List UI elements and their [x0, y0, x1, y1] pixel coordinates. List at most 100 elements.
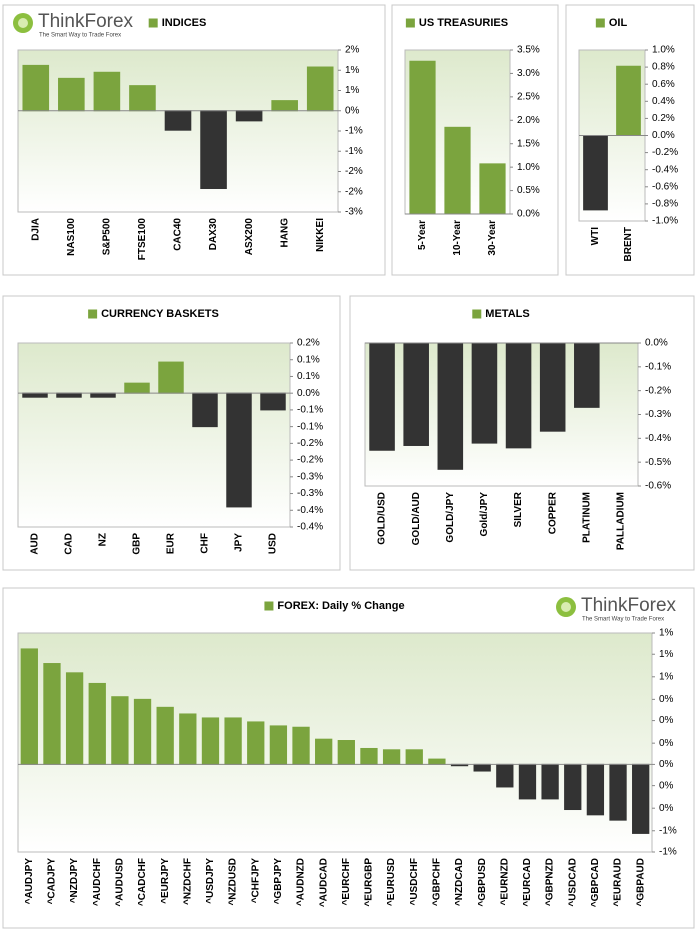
bar: [158, 361, 184, 394]
x-tick-label: ^NZDCHF: [182, 858, 193, 905]
y-tick-label: 0%: [659, 715, 674, 726]
y-tick-label: -0.4%: [297, 522, 323, 533]
y-tick-label: -0.8%: [652, 199, 678, 210]
bar: [632, 763, 650, 834]
y-tick-label: 2%: [345, 45, 360, 56]
y-tick-label: -1.0%: [652, 216, 678, 227]
legend-swatch: [148, 18, 158, 28]
x-tick-label: ^AUDCHF: [92, 858, 103, 906]
y-tick-label: 1%: [659, 649, 674, 660]
y-tick-label: -0.6%: [652, 181, 678, 192]
x-tick-label: ^CHFJPY: [250, 858, 261, 904]
x-tick-label: CHF: [200, 533, 211, 554]
bar: [409, 60, 436, 215]
bar: [124, 382, 150, 394]
y-tick-label: 3.5%: [517, 45, 540, 56]
y-tick-label: 3.0%: [517, 68, 540, 79]
bar: [133, 698, 152, 765]
y-tick-label: -0.1%: [297, 421, 323, 432]
bar: [428, 758, 446, 765]
y-tick-label: 1%: [659, 671, 674, 682]
y-tick-label: -0.3%: [297, 488, 323, 499]
x-tick-label: JPY: [234, 533, 245, 552]
chart-title: US TREASURIES: [419, 17, 508, 29]
y-tick-label: 0.8%: [652, 62, 675, 73]
y-tick-label: 0.2%: [297, 338, 320, 349]
x-tick-label: ^EURNZD: [499, 858, 510, 906]
x-tick-label: COPPER: [547, 491, 558, 534]
logo-name: ThinkForex: [581, 595, 677, 616]
logo-icon: [18, 18, 28, 28]
x-tick-label: ^GBPCAD: [590, 858, 601, 907]
panels: 2% 1% 1% 0% -1% -1% -2% -2% -3% DJIA NAS100 S&P500 F…: [2, 4, 695, 929]
x-tick-label: WTI: [590, 227, 601, 246]
bar: [586, 763, 605, 816]
bar: [315, 738, 333, 765]
y-tick-label: -0.5%: [645, 457, 671, 468]
x-tick-label: HANG: [279, 218, 290, 248]
legend-swatch: [88, 309, 98, 319]
bar: [192, 392, 218, 428]
y-tick-label: 0.2%: [652, 113, 675, 124]
bar: [518, 763, 537, 800]
x-tick-label: ^AUDNZD: [296, 858, 307, 906]
bar: [616, 65, 641, 136]
y-tick-label: -1%: [659, 847, 677, 858]
x-tick-label: ^GBPCHF: [432, 858, 443, 906]
bar: [405, 749, 423, 765]
bar: [164, 110, 192, 131]
y-tick-label: -1%: [345, 146, 363, 157]
bar: [260, 392, 286, 411]
x-tick-label: GBP: [132, 533, 143, 555]
y-tick-label: 0%: [659, 780, 674, 791]
bar: [471, 342, 498, 444]
bar: [235, 110, 263, 122]
bar: [473, 763, 491, 772]
bar: [65, 672, 84, 765]
chart-title: OIL: [609, 17, 628, 29]
bar: [156, 706, 174, 765]
bar: [271, 100, 298, 112]
bar: [20, 648, 38, 765]
x-tick-label: ^CADJPY: [47, 858, 58, 905]
bar: [382, 749, 401, 765]
bar: [58, 77, 85, 112]
bar: [201, 717, 220, 765]
x-tick-label: ^EURCAD: [522, 858, 533, 907]
y-tick-label: 0.4%: [652, 96, 675, 107]
x-tick-label: GOLD/USD: [377, 492, 388, 545]
y-tick-label: -3%: [345, 207, 363, 218]
bar: [269, 725, 288, 765]
x-tick-label: ^EURJPY: [160, 858, 171, 904]
x-tick-label: ^USDCAD: [567, 858, 578, 907]
logo: ThinkForex The Smart Way to Trade Forex: [13, 11, 134, 39]
y-tick-label: -0.4%: [645, 433, 671, 444]
bar: [22, 392, 48, 398]
chart-title: INDICES: [162, 17, 207, 29]
x-tick-label: ASX200: [244, 218, 255, 256]
x-tick-label: Gold/JPY: [479, 492, 490, 537]
x-tick-label: ^USDCHF: [409, 858, 420, 906]
bar: [22, 64, 50, 112]
y-tick-label: 0.1%: [297, 371, 320, 382]
bar: [43, 663, 61, 765]
x-tick-label: ^GBPUSD: [477, 858, 488, 907]
x-tick-label: ^NZDCAD: [454, 858, 465, 906]
bar: [90, 392, 116, 398]
x-tick-label: ^USDJPY: [205, 858, 216, 904]
bar: [541, 763, 559, 800]
bar: [129, 85, 156, 112]
plot-area: [17, 49, 339, 213]
y-tick-label: 0.0%: [645, 338, 668, 349]
y-tick-label: 0.0%: [517, 209, 540, 220]
y-tick-label: 1%: [345, 65, 360, 76]
bar: [247, 721, 265, 765]
bar: [88, 682, 106, 765]
y-tick-label: -0.3%: [297, 471, 323, 482]
y-tick-label: 1%: [345, 85, 360, 96]
chart-title: CURRENCY BASKETS: [101, 308, 219, 320]
y-tick-label: 0.5%: [517, 185, 540, 196]
bar: [505, 342, 532, 449]
x-tick-label: SILVER: [513, 491, 524, 527]
